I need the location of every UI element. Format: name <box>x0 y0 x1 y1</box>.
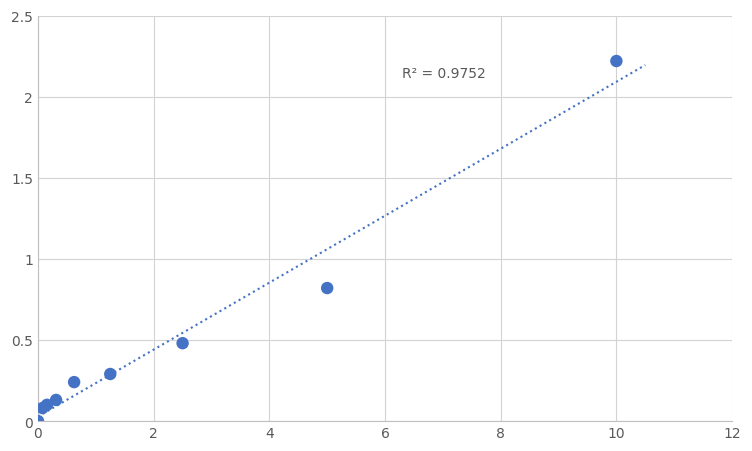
Point <box>321 285 333 292</box>
Point <box>611 58 623 65</box>
Point <box>36 405 48 412</box>
Text: R² = 0.9752: R² = 0.9752 <box>402 67 486 81</box>
Point <box>177 340 189 347</box>
Point <box>68 379 80 386</box>
Point <box>32 418 44 425</box>
Point <box>105 371 117 378</box>
Point <box>41 401 53 409</box>
Point <box>50 396 62 404</box>
